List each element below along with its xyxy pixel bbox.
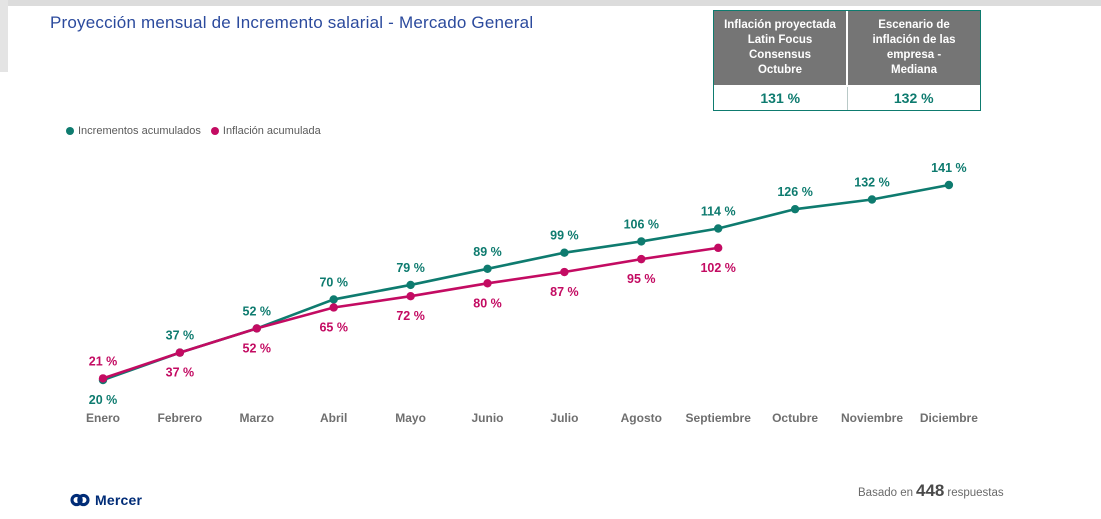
frame-edge-left bbox=[0, 0, 8, 72]
x-axis-label-9: Octubre bbox=[772, 411, 818, 425]
data-label-0-4: 79 % bbox=[396, 261, 425, 275]
data-point-0-3 bbox=[329, 295, 338, 304]
basis-suffix: respuestas bbox=[947, 487, 1004, 499]
data-label-1-0: 21 % bbox=[89, 354, 118, 368]
data-label-0-6: 99 % bbox=[550, 229, 579, 243]
data-point-0-7 bbox=[637, 237, 646, 246]
data-point-0-10 bbox=[867, 195, 877, 204]
data-point-1-0 bbox=[98, 374, 108, 383]
data-label-1-1: 37 % bbox=[166, 366, 195, 380]
data-point-0-4 bbox=[406, 280, 415, 290]
mercer-wordmark: Mercer bbox=[95, 492, 143, 508]
data-label-1-4: 72 % bbox=[396, 309, 425, 323]
data-point-1-3 bbox=[329, 303, 338, 312]
summary-table-value-row: 131 % 132 % bbox=[714, 86, 980, 110]
data-label-0-7: 106 % bbox=[624, 217, 659, 231]
legend-dot-incrementos-icon bbox=[66, 127, 74, 135]
basis-prefix: Basado en bbox=[858, 487, 913, 499]
line-chart: 20 % 37 % 52 % 70 % 79 % 89 % 99 % 106 % 114 % 12… bbox=[86, 161, 978, 425]
data-label-1-2: 52 % bbox=[243, 341, 272, 355]
data-point-0-11 bbox=[944, 180, 954, 190]
x-axis-label-8: Septiembre bbox=[686, 411, 752, 425]
data-point-1-8 bbox=[714, 243, 723, 253]
inflation-summary-table: Inflación proyectada Latin Focus Consens… bbox=[713, 10, 981, 111]
data-point-1-5 bbox=[483, 279, 492, 288]
data-point-1-2 bbox=[252, 324, 261, 333]
x-axis-label-6: Julio bbox=[550, 411, 578, 425]
data-label-0-1: 37 % bbox=[166, 329, 195, 343]
x-axis-label-1: Febrero bbox=[158, 411, 203, 425]
data-label-0-8: 114 % bbox=[701, 205, 736, 219]
legend-label-inflacion: Inflación acumulada bbox=[222, 125, 321, 137]
page-title: Proyección mensual de Incremento salaria… bbox=[50, 13, 534, 32]
summary-value-latin-focus: 131 % bbox=[714, 86, 847, 110]
x-axis-label-0: Enero bbox=[86, 411, 120, 425]
data-point-0-9 bbox=[790, 204, 800, 214]
mercer-brand: Mercer bbox=[70, 492, 142, 508]
mercer-logo-icon bbox=[70, 493, 90, 507]
x-axis-label-5: Junio bbox=[472, 411, 504, 425]
data-point-0-6 bbox=[560, 248, 569, 257]
x-axis-label-7: Agosto bbox=[621, 411, 662, 425]
x-axis-label-4: Mayo bbox=[395, 411, 426, 425]
data-label-1-3: 65 % bbox=[319, 320, 348, 334]
data-point-1-1 bbox=[175, 348, 185, 357]
data-point-1-7 bbox=[637, 254, 646, 264]
x-axis-label-10: Noviembre bbox=[841, 411, 903, 425]
legend-item-incrementos: Incrementos acumulados bbox=[66, 125, 201, 137]
summary-header-escenario: Escenario de inflación de las empresa - … bbox=[846, 11, 980, 85]
sample-size-note: Basado en 448 respuestas bbox=[858, 481, 1004, 501]
data-label-1-6: 87 % bbox=[550, 285, 579, 299]
data-label-1-7: 95 % bbox=[627, 272, 656, 286]
basis-count: 448 bbox=[916, 481, 945, 500]
legend-item-inflacion: Inflación acumulada bbox=[210, 125, 321, 137]
data-label-1-8: 102 % bbox=[700, 261, 735, 275]
x-axis-label-3: Abril bbox=[320, 411, 347, 425]
data-label-0-10: 132 % bbox=[854, 176, 889, 190]
data-point-0-8 bbox=[714, 224, 723, 233]
data-label-0-0: 20 % bbox=[89, 393, 118, 407]
data-label-0-9: 126 % bbox=[777, 185, 812, 199]
series-line-0 bbox=[102, 183, 950, 382]
chart-legend: Incrementos acumulados Inflación acumula… bbox=[66, 125, 321, 137]
data-label-0-5: 89 % bbox=[473, 245, 502, 259]
data-label-0-2: 52 % bbox=[243, 304, 272, 318]
legend-dot-inflacion-icon bbox=[210, 127, 219, 135]
summary-header-latin-focus: Inflación proyectada Latin Focus Consens… bbox=[714, 11, 846, 85]
legend-label-incrementos: Incrementos acumulados bbox=[78, 125, 201, 137]
frame-edge-top bbox=[0, 0, 1101, 6]
data-point-1-6 bbox=[560, 267, 569, 277]
data-point-0-5 bbox=[483, 264, 492, 273]
data-label-0-3: 70 % bbox=[319, 275, 348, 289]
x-axis-label-2: Marzo bbox=[239, 411, 274, 425]
data-point-1-4 bbox=[406, 291, 415, 301]
summary-value-escenario: 132 % bbox=[846, 86, 980, 110]
data-label-0-11: 141 % bbox=[931, 161, 966, 175]
data-label-1-5: 80 % bbox=[473, 296, 502, 310]
x-axis-label-11: Diciembre bbox=[920, 411, 978, 425]
summary-table-header-row: Inflación proyectada Latin Focus Consens… bbox=[714, 11, 980, 87]
